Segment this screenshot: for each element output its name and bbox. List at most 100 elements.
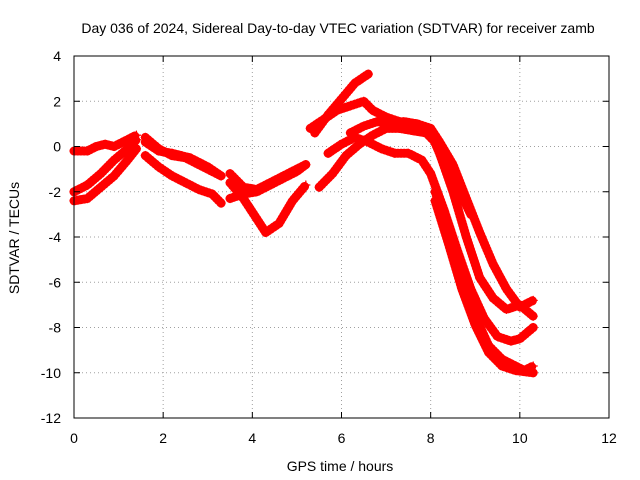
data-point <box>448 159 458 170</box>
series-segment-markers <box>430 196 538 378</box>
data-point <box>100 139 110 149</box>
data-point <box>274 218 284 229</box>
data-point <box>488 259 498 269</box>
data-point <box>336 139 347 149</box>
data-point <box>225 193 235 204</box>
data-point <box>327 169 338 179</box>
data-point <box>180 153 191 163</box>
data-point <box>390 148 400 158</box>
series-segment-markers <box>140 151 226 208</box>
data-point <box>287 196 298 206</box>
data-point <box>225 178 235 188</box>
data-point <box>461 232 471 242</box>
data-point <box>475 227 485 238</box>
data-point <box>408 119 418 129</box>
y-tick-label: 0 <box>53 139 61 155</box>
x-tick-label: 0 <box>70 430 78 446</box>
y-tick-label: -2 <box>49 184 62 200</box>
data-point <box>82 180 93 190</box>
data-point <box>96 169 106 179</box>
data-point <box>381 112 391 122</box>
data-point <box>501 284 512 294</box>
y-axis-label: SDTVAR / TECUs <box>6 182 22 294</box>
series-trace-3 <box>69 96 538 321</box>
data-point <box>131 144 142 154</box>
data-point <box>363 69 373 79</box>
data-point <box>483 347 494 358</box>
data-point <box>292 164 302 174</box>
data-point <box>479 313 489 324</box>
data-point <box>109 141 119 152</box>
data-point <box>430 187 440 197</box>
data-point <box>252 184 262 195</box>
data-point <box>376 144 387 154</box>
data-point <box>430 196 440 206</box>
data-point <box>372 116 382 127</box>
series-group <box>69 69 538 378</box>
data-point <box>154 162 164 172</box>
data-point <box>140 150 150 161</box>
data-point <box>252 214 262 224</box>
data-point <box>216 198 226 208</box>
data-point <box>154 144 164 154</box>
data-point <box>167 171 177 181</box>
data-point <box>528 368 538 378</box>
data-point <box>501 304 512 315</box>
data-point <box>265 178 275 188</box>
data-point <box>91 141 101 152</box>
data-point <box>363 137 373 147</box>
data-point <box>426 169 436 179</box>
data-point <box>394 116 405 127</box>
data-point <box>323 148 333 158</box>
data-point <box>417 121 427 131</box>
series-segment-markers <box>69 135 141 197</box>
data-point <box>350 132 360 143</box>
data-point <box>368 130 378 140</box>
series-trace-4 <box>323 132 538 378</box>
x-tick-label: 8 <box>427 430 435 446</box>
data-point <box>82 146 93 156</box>
data-point <box>528 311 538 321</box>
y-tick-label: -6 <box>49 274 62 290</box>
data-point <box>497 361 507 371</box>
data-point <box>448 187 458 197</box>
data-point <box>314 182 324 192</box>
data-point <box>319 114 329 124</box>
y-tick-label: 4 <box>53 48 61 64</box>
data-point <box>305 123 315 134</box>
series-trace-1 <box>69 123 476 220</box>
data-point <box>109 171 119 181</box>
data-point <box>528 322 538 333</box>
data-point <box>345 101 356 111</box>
data-point <box>417 155 427 165</box>
data-point <box>506 336 516 346</box>
data-point <box>122 155 133 165</box>
data-point <box>194 184 204 195</box>
data-point <box>403 148 414 158</box>
data-point <box>82 193 93 204</box>
y-tick-label: -10 <box>41 365 61 381</box>
data-point <box>336 94 347 104</box>
data-point <box>475 273 485 283</box>
data-point <box>180 178 191 188</box>
data-point <box>167 150 177 161</box>
data-point <box>301 180 311 190</box>
data-point <box>426 128 436 138</box>
x-tick-label: 2 <box>159 430 167 446</box>
data-point <box>470 320 480 330</box>
data-point <box>140 132 150 143</box>
data-point <box>341 150 351 161</box>
data-point <box>515 300 525 310</box>
grid <box>74 56 609 418</box>
x-tick-label: 10 <box>512 430 528 446</box>
data-point <box>118 137 128 147</box>
data-point <box>131 135 142 145</box>
data-point <box>96 182 106 192</box>
x-axis-label: GPS time / hours <box>287 458 394 474</box>
data-point <box>238 193 249 204</box>
data-point <box>122 144 133 154</box>
data-point <box>216 171 226 181</box>
data-point <box>515 334 525 344</box>
data-point <box>359 96 369 106</box>
